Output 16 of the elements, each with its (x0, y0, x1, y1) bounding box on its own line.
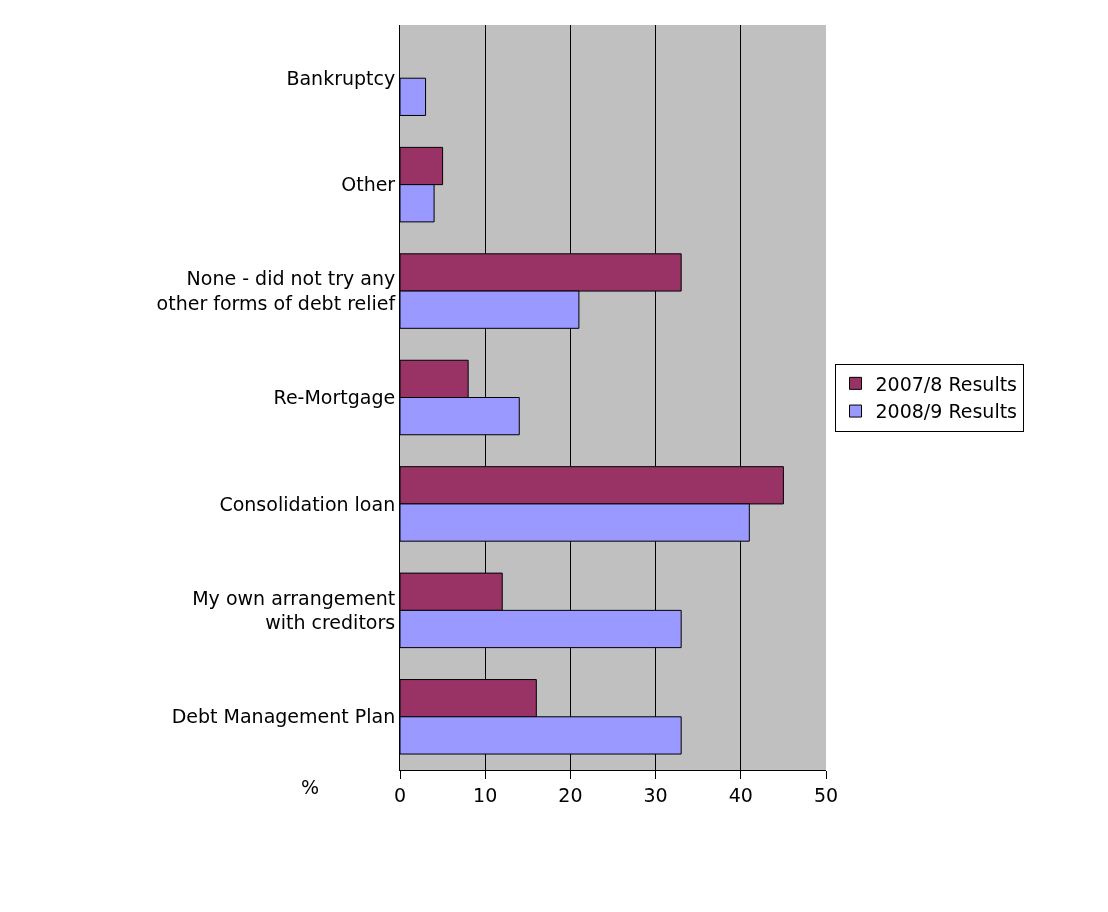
x-axis-title: % (301, 776, 320, 798)
x-tick-label: 10 (473, 783, 498, 806)
y-tick-label: Bankruptcy (286, 66, 396, 89)
y-tick-label: Debt Management Plan (171, 705, 396, 728)
legend-label: 2008/9 Results (875, 400, 1018, 423)
y-tick-label: Consolidation loan (219, 492, 396, 515)
x-tick-label: 20 (558, 783, 583, 806)
y-tick-label: Re-Mortgage (273, 386, 396, 409)
y-tick-label: My own arrangement with creditors (192, 586, 396, 634)
y-tick-label: Other (341, 173, 396, 196)
y-tick-label: None - did not try any other forms of debt relief (156, 267, 397, 315)
x-tick-label: 30 (643, 783, 668, 806)
x-tick-label: 50 (813, 783, 839, 806)
x-tick-label: 0 (393, 783, 407, 806)
x-tick-label: 40 (728, 783, 753, 806)
legend-label: 2007/8 Results (875, 372, 1018, 395)
